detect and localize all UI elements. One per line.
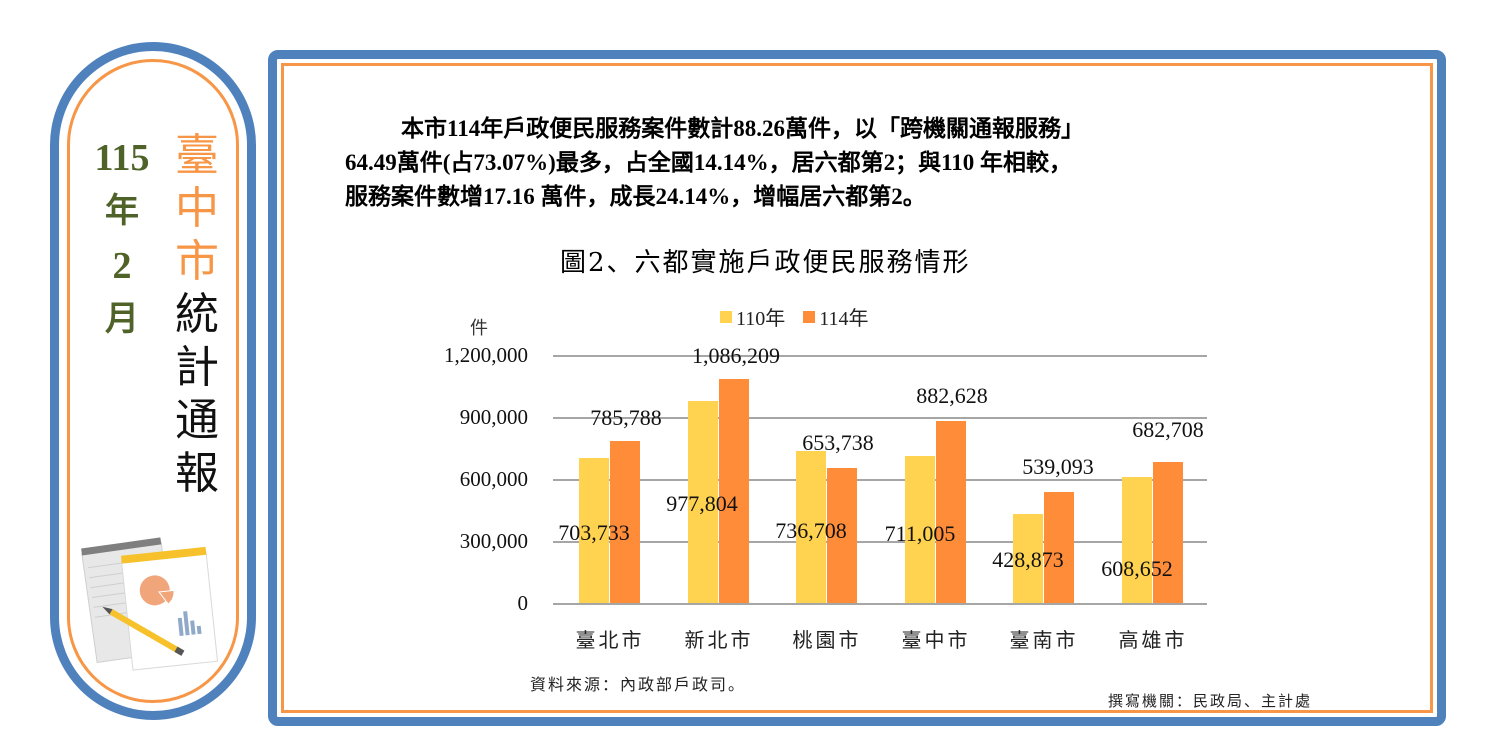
bar-110-taichung — [905, 456, 935, 603]
data-label-114: 653,738 — [802, 430, 874, 455]
bar-114-kaohsiung — [1153, 462, 1183, 603]
summary-paragraph: 本市114年戶政便民服務案件數計88.26萬件，以「跨機關通報服務」 64.49… — [345, 112, 1385, 214]
chart-title: 圖2、六都實施戶政便民服務情形 — [560, 248, 971, 278]
content-frame — [268, 50, 1446, 726]
issue-sidebar-inner-border — [67, 59, 239, 703]
title-char: 統 — [175, 289, 219, 340]
issue-sidebar: 115 年 2 月 臺 中 市 統 計 通 報 — [50, 42, 256, 720]
bar-110-taoyuan — [796, 451, 826, 603]
gridline — [553, 479, 1207, 481]
legend-item-110: 110年 — [720, 302, 785, 331]
x-axis-baseline — [553, 603, 1207, 605]
data-label-110: 977,804 — [666, 491, 738, 516]
x-category-label: 高雄市 — [1118, 628, 1188, 652]
y-tick-label: 300,000 — [459, 529, 528, 553]
data-label-114: 785,788 — [590, 405, 662, 430]
x-category-label: 新北市 — [684, 628, 754, 652]
title-char: 報 — [175, 448, 219, 499]
bar-114-taichung — [936, 421, 966, 603]
data-label-110: 428,873 — [992, 547, 1064, 572]
issue-date: 115 年 2 月 — [87, 131, 157, 347]
title-char: 臺 — [175, 130, 219, 181]
title-char: 通 — [175, 395, 219, 446]
legend-swatch-114 — [803, 310, 816, 323]
issue-year-number: 115 — [94, 137, 150, 179]
y-tick-label: 0 — [517, 591, 529, 615]
data-label-110: 608,652 — [1101, 556, 1173, 581]
x-category-label: 桃園市 — [792, 628, 862, 652]
publication-title: 臺 中 市 統 計 通 報 — [167, 129, 227, 500]
y-tick-label: 1,200,000 — [444, 343, 528, 367]
chart-legend: 110年 114年 — [720, 302, 869, 331]
title-char: 計 — [175, 342, 219, 393]
legend-label-114: 114年 — [819, 308, 869, 330]
data-label-110: 711,005 — [884, 521, 956, 546]
data-label-114: 539,093 — [1022, 454, 1094, 479]
legend-item-114: 114年 — [803, 302, 869, 331]
gridline — [553, 541, 1207, 543]
y-axis-unit: 件 — [470, 318, 488, 339]
x-category-label: 臺北市 — [575, 628, 645, 652]
summary-line: 64.49萬件(占73.07%)最多，占全國14.14%，居六都第2；與110 … — [345, 150, 1073, 175]
bar-110-new-taipei — [688, 401, 718, 603]
title-char: 中 — [175, 183, 219, 234]
issue-year-char: 年 — [105, 193, 139, 230]
gridline — [553, 417, 1207, 419]
bar-114-taipei — [610, 441, 640, 603]
author-note: 撰寫機關：民政局、主計處 — [1108, 692, 1313, 710]
content-frame-inner-border — [281, 63, 1433, 713]
data-label-110: 703,733 — [558, 520, 630, 545]
gridline — [553, 355, 1207, 357]
y-tick-label: 900,000 — [459, 405, 528, 429]
summary-line: 服務案件數增17.16 萬件，成長24.14%，增幅居六都第2。 — [345, 184, 926, 209]
issue-month-char: 月 — [105, 301, 139, 338]
data-label-114: 1,086,209 — [692, 343, 780, 368]
bar-110-taipei — [579, 458, 609, 603]
bar-114-new-taipei — [719, 379, 749, 603]
issue-month-number: 2 — [112, 245, 132, 287]
bar-110-tainan — [1013, 514, 1043, 603]
data-label-110: 736,708 — [775, 518, 847, 543]
x-category-label: 臺中市 — [901, 628, 971, 652]
legend-swatch-110 — [720, 310, 732, 323]
bar-114-tainan — [1044, 492, 1074, 603]
data-label-114: 682,708 — [1132, 417, 1204, 442]
summary-line: 本市114年戶政便民服務案件數計88.26萬件，以「跨機關通報服務」 — [401, 116, 1084, 141]
x-category-label: 臺南市 — [1009, 628, 1079, 652]
y-tick-label: 600,000 — [459, 467, 528, 491]
report-chart-pencil-icon — [81, 537, 219, 671]
legend-label-110: 110年 — [736, 308, 786, 330]
data-label-114: 882,628 — [916, 383, 988, 408]
title-char: 市 — [175, 236, 219, 287]
bar-110-kaohsiung — [1122, 477, 1152, 603]
data-source-note: 資料來源：內政部戶政司。 — [530, 675, 747, 694]
bar-114-taoyuan — [827, 468, 857, 603]
